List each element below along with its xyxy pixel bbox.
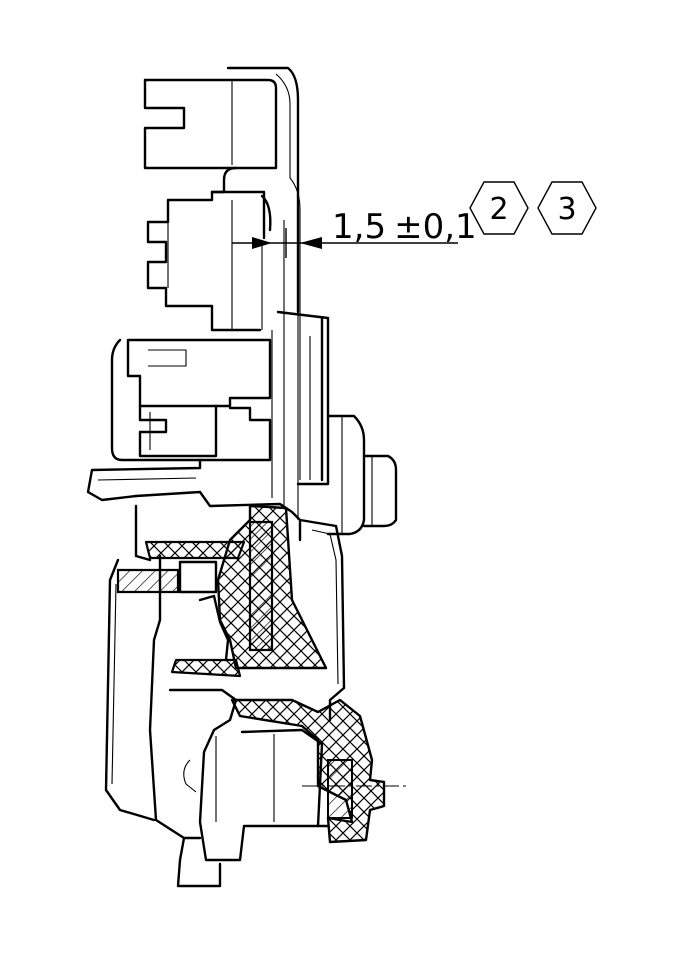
dimension-arrow-right (300, 237, 322, 249)
dimension-tolerance: ±0,1 (394, 207, 477, 247)
dimension-annotation: 1,5 ±0,1 (232, 207, 477, 258)
dimension-value: 1,5 (332, 207, 386, 247)
note-callout-3: 3 (537, 181, 597, 235)
seal-crosshatch (144, 504, 386, 844)
dimension-arrow-left (252, 237, 272, 249)
actuator-knob (326, 414, 398, 536)
note-number: 3 (557, 192, 576, 227)
carrier-plate (226, 66, 330, 520)
lower-plug (168, 560, 330, 888)
upper-connector-housing (143, 78, 278, 332)
note-callout-2: 2 (469, 181, 529, 235)
middle-latch (86, 338, 272, 502)
hatched-inserts (116, 520, 353, 819)
svg-text:1,5±0,1: 1,5 ±0,1 (332, 207, 477, 247)
note-number: 2 (489, 192, 508, 227)
